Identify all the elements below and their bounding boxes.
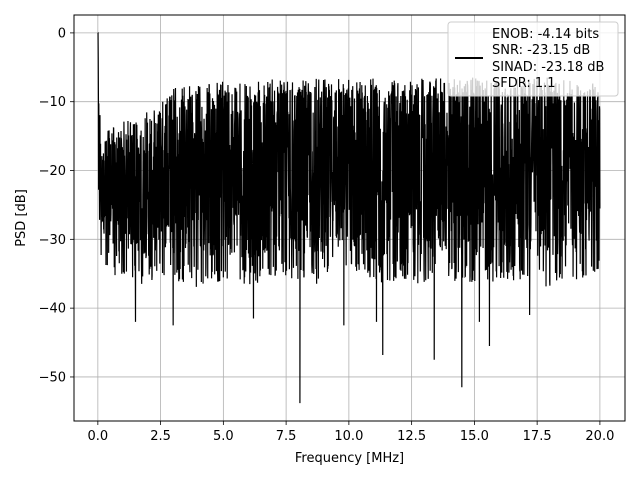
x-tick-label: 17.5 (523, 429, 552, 444)
y-tick-label: 0 (58, 26, 66, 41)
y-tick-label: −20 (39, 164, 66, 179)
x-tick-label: 5.0 (213, 429, 234, 444)
x-tick-label: 10.0 (334, 429, 363, 444)
x-tick-label: 20.0 (585, 429, 614, 444)
x-tick-label: 7.5 (276, 429, 297, 444)
x-tick-label: 2.5 (150, 429, 171, 444)
plot-frame (73, 14, 626, 422)
x-tick-label: 15.0 (460, 429, 489, 444)
y-tick-label: −30 (39, 233, 66, 248)
y-axis-label: PSD [dB] (14, 189, 29, 247)
y-tick-label: −40 (39, 302, 66, 317)
legend-sinad: SINAD: -23.18 dB (492, 60, 604, 75)
x-tick-label: 12.5 (397, 429, 426, 444)
x-axis-label: Frequency [MHz] (295, 451, 404, 466)
legend-sfdr: SFDR: 1.1 (492, 76, 556, 91)
legend: ENOB: -4.14 bits SNR: -23.15 dB SINAD: -… (447, 21, 619, 97)
x-tick-label: 0.0 (88, 429, 109, 444)
y-tick-label: −50 (39, 370, 66, 385)
legend-enob: ENOB: -4.14 bits (492, 27, 599, 42)
legend-snr: SNR: -23.15 dB (492, 43, 590, 58)
y-tick-label: −10 (39, 95, 66, 110)
x-axis-ticks: 0.0 2.5 5.0 7.5 10.0 12.5 15.0 17.5 20.0 (88, 421, 614, 444)
psd-series-line (97, 32, 601, 404)
y-axis-ticks: 0 −10 −20 −30 −40 −50 (39, 26, 74, 385)
psd-signal (97, 32, 601, 404)
legend-box (447, 21, 619, 97)
